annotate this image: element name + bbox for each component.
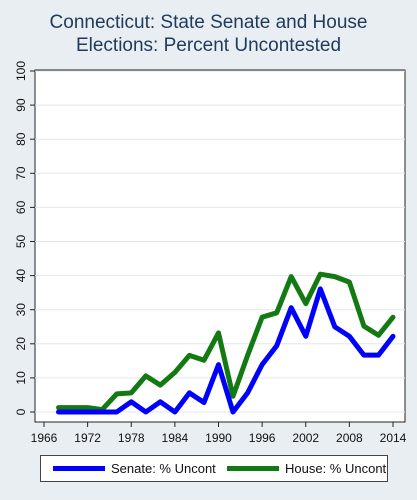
series-line-senate bbox=[56, 286, 396, 415]
legend-swatch-house bbox=[227, 466, 279, 471]
series-line-house bbox=[56, 271, 396, 413]
tick-label-x-1984: 1984 bbox=[162, 431, 189, 445]
tick-label-y-10: 10 bbox=[14, 371, 28, 385]
tick-label-y-40: 40 bbox=[14, 269, 28, 283]
tick-label-x-2008: 2008 bbox=[336, 431, 363, 445]
legend-swatch-senate bbox=[53, 466, 105, 471]
tick-label-y-100: 100 bbox=[14, 61, 28, 81]
tick-label-y-70: 70 bbox=[14, 166, 28, 180]
tick-label-y-20: 20 bbox=[14, 337, 28, 351]
tick-label-y-50: 50 bbox=[14, 235, 28, 249]
chart-title-line-2: Elections: Percent Uncontested bbox=[75, 35, 342, 56]
legend: Senate: % Uncont House: % Uncont bbox=[40, 455, 388, 482]
tick-label-y-0: 0 bbox=[14, 408, 28, 415]
legend-item-house: House: % Uncont bbox=[227, 456, 386, 481]
tick-label-y-80: 80 bbox=[14, 132, 28, 146]
tick-label-x-1972: 1972 bbox=[74, 431, 101, 445]
tick-label-y-30: 30 bbox=[14, 303, 28, 317]
tick-label-x-1996: 1996 bbox=[249, 431, 276, 445]
tick-label-x-1990: 1990 bbox=[205, 431, 232, 445]
tick-label-x-1966: 1966 bbox=[31, 431, 58, 445]
tick-label-x-1978: 1978 bbox=[118, 431, 145, 445]
legend-label-house: House: % Uncont bbox=[285, 461, 387, 476]
legend-item-senate: Senate: % Uncont bbox=[53, 456, 216, 481]
tick-label-y-60: 60 bbox=[14, 200, 28, 214]
tick-label-y-90: 90 bbox=[14, 98, 28, 112]
chart-title-line-1: Connecticut: State Senate and House bbox=[49, 12, 368, 33]
tick-label-x-2002: 2002 bbox=[292, 431, 319, 445]
tick-label-x-2014: 2014 bbox=[380, 431, 407, 445]
legend-label-senate: Senate: % Uncont bbox=[111, 461, 216, 476]
